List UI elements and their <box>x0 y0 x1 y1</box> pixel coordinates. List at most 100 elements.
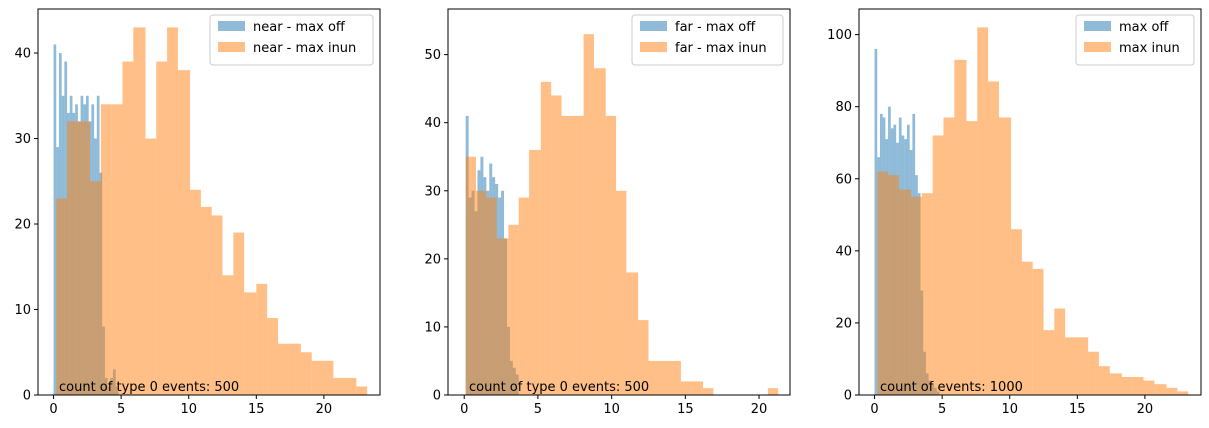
histogram-bar <box>1054 308 1066 395</box>
x-tick-label: 20 <box>1137 402 1154 417</box>
histogram-bar <box>1154 384 1167 395</box>
histogram-bar <box>53 44 57 395</box>
x-tick-label: 10 <box>1001 402 1018 417</box>
histogram-bar <box>1098 366 1110 395</box>
histogram-bar <box>954 59 967 395</box>
histogram-bar <box>177 70 191 395</box>
legend-label: far - max inun <box>675 41 767 56</box>
legend-swatch <box>218 42 245 52</box>
y-tick-label: 60 <box>835 172 852 187</box>
x-tick-label: 0 <box>460 402 468 417</box>
histogram-bar <box>190 189 201 395</box>
histogram-bar <box>593 68 606 396</box>
histogram-bar <box>145 138 157 395</box>
histogram-bar <box>1077 337 1089 395</box>
histogram-bar <box>1011 229 1022 395</box>
histogram-bar <box>100 104 112 396</box>
x-tick-label: 20 <box>316 402 333 417</box>
histogram-bar <box>322 360 334 395</box>
histogram-bar <box>256 283 268 395</box>
legend-swatch <box>1084 21 1111 31</box>
histogram-bar <box>561 115 574 395</box>
series-2 <box>877 27 1189 396</box>
histogram-bar <box>508 224 519 395</box>
histogram-bar <box>1132 376 1144 395</box>
histogram-bar <box>465 156 477 395</box>
series-2 <box>56 27 368 396</box>
x-tick-label: 15 <box>248 402 265 417</box>
histogram-bar <box>496 238 509 395</box>
annotation-text: count of type 0 events: 500 <box>59 380 239 395</box>
series-2 <box>465 34 779 396</box>
legend-label: max off <box>1119 20 1169 35</box>
histogram-bar <box>680 381 692 395</box>
y-tick-label: 40 <box>835 244 852 259</box>
histogram-bar <box>605 115 617 395</box>
y-tick-label: 20 <box>835 316 852 331</box>
y-tick-label: 20 <box>14 218 31 233</box>
legend-label: far - max off <box>675 20 756 35</box>
histogram-bar <box>998 117 1012 396</box>
histogram-bar <box>921 193 933 395</box>
histogram-bar <box>122 61 134 396</box>
histogram-bar <box>626 272 639 395</box>
histogram-bar <box>670 360 681 395</box>
histogram-bar <box>573 115 584 395</box>
histogram-bar <box>703 388 714 395</box>
legend-frame <box>631 14 784 66</box>
histogram-bar <box>1177 391 1189 395</box>
histogram-bar <box>333 377 346 395</box>
histogram-bar <box>476 190 487 395</box>
histogram-bar <box>56 198 68 395</box>
histogram-bar <box>691 381 704 395</box>
histogram-bar <box>1143 380 1155 395</box>
x-tick-label: 15 <box>1069 402 1086 417</box>
legend-swatch <box>640 42 667 52</box>
x-tick-label: 0 <box>870 402 878 417</box>
legend: near - max off near - max inun <box>209 14 374 66</box>
y-tick-label: 0 <box>844 389 852 404</box>
y-tick-label: 40 <box>424 116 441 131</box>
histogram-bar <box>877 171 889 395</box>
histogram-bar <box>1043 330 1055 395</box>
histogram-bar <box>1109 373 1122 395</box>
legend-swatch <box>218 21 245 31</box>
y-tick-label: 100 <box>827 28 852 43</box>
histogram-bar <box>874 49 878 395</box>
x-tick-label: 0 <box>49 402 57 417</box>
histogram-bar <box>233 232 245 395</box>
histogram-bar <box>551 95 562 395</box>
axes-frame <box>858 8 1202 396</box>
histogram-bar <box>932 135 944 395</box>
legend: max off max inun <box>1075 14 1195 66</box>
histogram-bar <box>911 196 922 395</box>
y-tick-label: 50 <box>424 48 441 63</box>
histogram-bar <box>267 318 278 395</box>
histogram-bar <box>288 343 301 395</box>
legend-label: near - max inun <box>253 41 356 56</box>
histogram-bar <box>167 27 178 396</box>
histogram-bar <box>133 27 146 396</box>
legend-label: near - max off <box>253 20 346 35</box>
histogram-bar <box>966 121 978 395</box>
histogram-bar <box>111 104 123 396</box>
histogram-bar <box>156 61 168 396</box>
histogram-bar <box>277 343 289 395</box>
x-tick-label: 20 <box>751 402 768 417</box>
x-tick-label: 10 <box>603 402 620 417</box>
histogram-bar <box>888 175 899 395</box>
histogram-bar <box>583 34 594 395</box>
histogram-bar <box>211 215 223 395</box>
histogram-bar <box>988 81 999 396</box>
y-tick-label: 0 <box>23 389 31 404</box>
histogram-bar <box>529 149 541 395</box>
y-tick-label: 30 <box>424 184 441 199</box>
histogram-bar <box>311 360 323 395</box>
histogram-bar <box>1121 376 1133 395</box>
histogram-bar <box>486 197 497 395</box>
histogram-bar <box>90 181 101 395</box>
annotation-text: count of type 0 events: 500 <box>469 380 649 395</box>
